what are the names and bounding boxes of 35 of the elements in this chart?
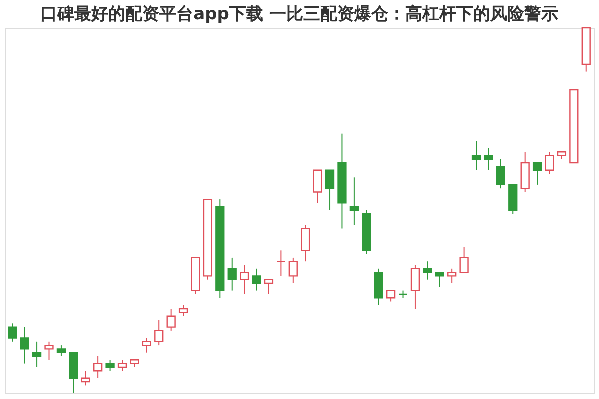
candlestick bbox=[484, 148, 494, 171]
candlestick bbox=[532, 162, 542, 186]
candlestick bbox=[410, 264, 420, 310]
candlestick bbox=[94, 356, 103, 379]
candlestick bbox=[32, 341, 42, 368]
candlestick bbox=[56, 345, 66, 357]
candlestick bbox=[118, 360, 128, 372]
candlestick bbox=[276, 250, 286, 277]
candlestick bbox=[20, 326, 30, 364]
candlestick bbox=[252, 268, 262, 292]
candlestick bbox=[106, 360, 115, 372]
candlestick bbox=[8, 323, 18, 342]
candlestick bbox=[81, 370, 90, 386]
candlestick bbox=[386, 290, 396, 302]
candlestick bbox=[44, 341, 54, 361]
candlestick bbox=[228, 257, 237, 292]
candlestick bbox=[313, 170, 322, 204]
candlestick bbox=[545, 152, 554, 174]
candlestick bbox=[288, 257, 298, 284]
candlestick bbox=[350, 177, 359, 226]
candlestick bbox=[448, 268, 457, 284]
candlestick bbox=[240, 264, 250, 295]
candlestick bbox=[178, 304, 188, 317]
candlestick bbox=[496, 158, 506, 190]
candlestick bbox=[472, 140, 482, 171]
candlestick bbox=[301, 224, 310, 262]
candlestick bbox=[264, 279, 274, 295]
candlestick bbox=[325, 170, 335, 211]
candlestick bbox=[435, 272, 444, 288]
candlestick bbox=[154, 320, 164, 346]
candlestick bbox=[166, 308, 176, 332]
chart-title: 口碑最好的配资平台app下载 一比三配资爆仓：高杠杆下的风险警示 bbox=[40, 4, 558, 24]
candlestick bbox=[142, 338, 152, 354]
candlestick bbox=[423, 261, 432, 280]
candlestick bbox=[460, 246, 469, 274]
